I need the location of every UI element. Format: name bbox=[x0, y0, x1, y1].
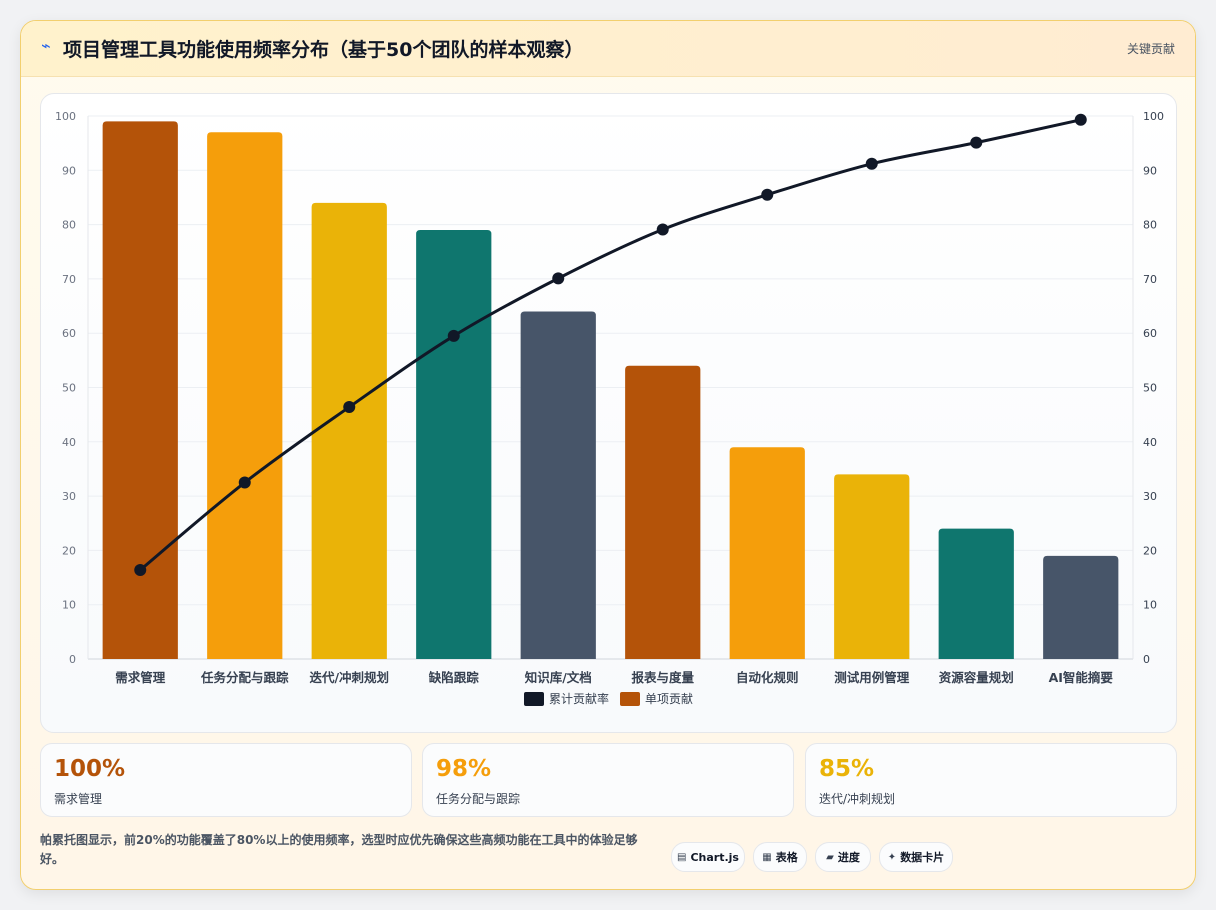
y-right-tick-label: 40 bbox=[1143, 436, 1157, 449]
pill-label: 表格 bbox=[775, 851, 798, 864]
cumulative-point bbox=[552, 272, 565, 285]
bar bbox=[207, 132, 283, 659]
y-left-tick-label: 70 bbox=[62, 273, 76, 286]
cumulative-point bbox=[656, 223, 669, 236]
card-icon: ✦ bbox=[887, 851, 897, 863]
x-tick-label: 任务分配与跟踪 bbox=[200, 670, 289, 685]
cumulative-point bbox=[134, 563, 147, 576]
pill-progress[interactable]: ▰ 进度 bbox=[815, 842, 871, 872]
y-right-tick-label: 0 bbox=[1143, 653, 1150, 666]
card-header: ⌁ 项目管理工具功能使用频率分布（基于50个团队的样本观察） 关键贡献 bbox=[21, 21, 1195, 77]
x-tick-label: 自动化规则 bbox=[736, 670, 799, 685]
y-right-tick-label: 10 bbox=[1143, 599, 1157, 612]
x-tick-label: AI智能摘要 bbox=[1049, 670, 1114, 685]
chart-icon: ▤ bbox=[677, 851, 687, 863]
y-left-tick-label: 100 bbox=[55, 110, 76, 123]
bar bbox=[102, 121, 178, 660]
pill-chartjs[interactable]: ▤ Chart.js bbox=[671, 842, 745, 872]
cumulative-point bbox=[970, 136, 983, 149]
kpi-value: 85% bbox=[819, 756, 875, 782]
kpi-card-1: 100% 需求管理 bbox=[40, 743, 412, 817]
y-right-tick-label: 50 bbox=[1143, 382, 1157, 395]
chart-canvas: 0 10 20 30 40 50 60 70 80 90 100 0 10 20 30 40 50 60 70 80 9… bbox=[55, 110, 1164, 706]
x-tick-label: 资源容量规划 bbox=[939, 670, 1014, 685]
kpi-card-3: 85% 迭代/冲刺规划 bbox=[805, 743, 1177, 817]
cumulative-point bbox=[238, 476, 251, 489]
pareto-chart: 0 10 20 30 40 50 60 70 80 90 100 0 10 20 30 40 50 60 70 80 9… bbox=[40, 93, 1177, 733]
y-left-tick-label: 30 bbox=[62, 490, 76, 503]
y-left-tick-label: 40 bbox=[62, 436, 76, 449]
table-icon: ▦ bbox=[762, 851, 772, 863]
progress-icon: ▰ bbox=[826, 851, 834, 863]
y-left-tick-label: 0 bbox=[69, 653, 76, 666]
legend-label: 单项贡献 bbox=[645, 691, 693, 706]
kpi-label: 迭代/冲刺规划 bbox=[819, 792, 896, 806]
cumulative-point bbox=[447, 329, 460, 342]
kpi-card-2: 98% 任务分配与跟踪 bbox=[422, 743, 794, 817]
y-right-tick-label: 70 bbox=[1143, 273, 1157, 286]
lightning-icon: ⌁ bbox=[41, 36, 51, 55]
bar bbox=[834, 474, 910, 659]
legend-label: 累计贡献率 bbox=[549, 691, 609, 706]
cumulative-line bbox=[139, 118, 1082, 572]
pill-label: Chart.js bbox=[690, 850, 739, 864]
y-right-tick-label: 20 bbox=[1143, 544, 1157, 557]
header-right-label: 关键贡献 bbox=[1126, 42, 1175, 56]
cumulative-point bbox=[865, 157, 878, 170]
kpi-value: 100% bbox=[54, 756, 126, 782]
y-right-tick-label: 80 bbox=[1143, 219, 1157, 232]
kpi-value: 98% bbox=[436, 756, 492, 782]
x-tick-label: 迭代/冲刺规划 bbox=[309, 670, 389, 685]
y-left-tick-label: 50 bbox=[62, 382, 76, 395]
bar bbox=[311, 202, 387, 659]
bar bbox=[1043, 555, 1119, 659]
chart-note: 帕累托图显示，前20%的功能覆盖了80%以上的使用频率，选型时应优先确保这些高频… bbox=[40, 833, 638, 866]
dashboard-card: ⌁ 项目管理工具功能使用频率分布（基于50个团队的样本观察） 关键贡献 0 10 2… bbox=[20, 20, 1196, 890]
y-right-tick-label: 90 bbox=[1143, 164, 1157, 177]
x-tick-label: 缺陷跟踪 bbox=[429, 670, 480, 685]
x-tick-label: 测试用例管理 bbox=[834, 670, 910, 685]
legend-swatch bbox=[620, 692, 640, 706]
cumulative-point bbox=[761, 188, 774, 201]
y-right-tick-label: 30 bbox=[1143, 490, 1157, 503]
kpi-label: 需求管理 bbox=[54, 792, 103, 806]
bar bbox=[729, 447, 805, 659]
kpi-label: 任务分配与跟踪 bbox=[436, 792, 521, 806]
bar bbox=[520, 311, 596, 659]
y-right-tick-label: 100 bbox=[1143, 110, 1164, 123]
y-left-tick-label: 10 bbox=[62, 599, 76, 612]
y-left-tick-label: 80 bbox=[62, 219, 76, 232]
y-left-tick-label: 20 bbox=[62, 544, 76, 557]
x-tick-label: 需求管理 bbox=[115, 670, 166, 685]
cumulative-point bbox=[1074, 113, 1087, 126]
pill-data-card[interactable]: ✦ 数据卡片 bbox=[879, 842, 953, 872]
pill-label: 数据卡片 bbox=[900, 851, 945, 864]
y-left-tick-label: 60 bbox=[62, 327, 76, 340]
y-right-tick-label: 60 bbox=[1143, 327, 1157, 340]
cumulative-point bbox=[343, 401, 356, 414]
x-tick-label: 知识库/文档 bbox=[524, 670, 592, 685]
x-tick-label: 报表与度量 bbox=[631, 670, 694, 685]
y-left-tick-label: 90 bbox=[62, 164, 76, 177]
bar bbox=[938, 528, 1014, 659]
bar bbox=[416, 230, 492, 659]
legend-swatch bbox=[524, 692, 544, 706]
pill-label: 进度 bbox=[837, 851, 860, 864]
pill-table[interactable]: ▦ 表格 bbox=[753, 842, 807, 872]
bar bbox=[625, 365, 701, 659]
page-title: 项目管理工具功能使用频率分布（基于50个团队的样本观察） bbox=[63, 39, 584, 61]
